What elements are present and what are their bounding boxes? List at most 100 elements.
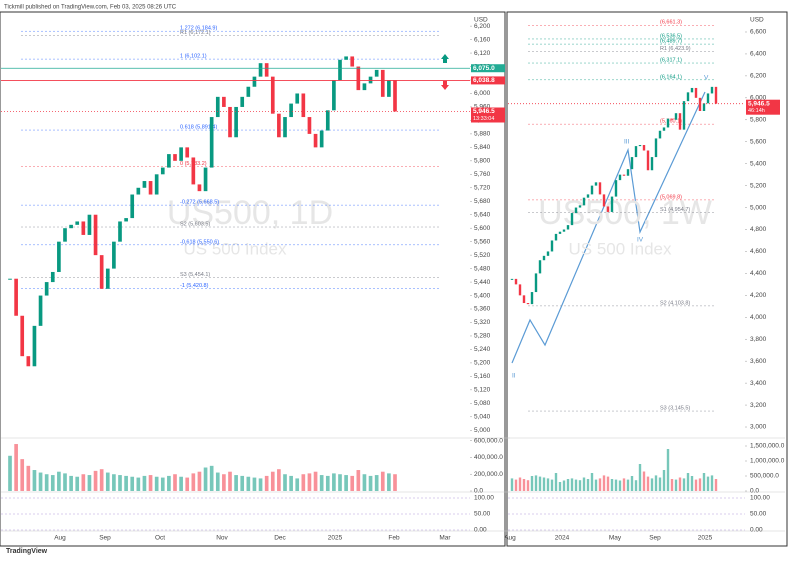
- candle: [678, 113, 682, 130]
- volume-bar: [222, 474, 226, 491]
- candle: [654, 138, 658, 158]
- price-tag-sub: 13:33:04: [473, 116, 494, 122]
- y-tick-label: 5,200: [474, 360, 491, 367]
- candle: [662, 127, 666, 131]
- candle: [338, 59, 342, 81]
- volume-bar: [562, 480, 566, 491]
- y-tick-label: 6,200: [750, 73, 767, 80]
- volume-bar: [105, 472, 110, 491]
- level-label: -1 (5,420.8): [180, 283, 209, 289]
- y-tick-label: 3,600: [750, 358, 767, 365]
- volume-bar: [642, 471, 646, 491]
- volume-bar: [662, 470, 666, 491]
- volume-bar: [650, 478, 654, 491]
- volume-bar: [148, 475, 153, 491]
- volume-bar: [191, 473, 196, 491]
- volume-bar: [554, 473, 558, 491]
- y-tick-label: 5,480: [474, 265, 491, 272]
- volume-bar: [698, 478, 702, 491]
- candle: [112, 241, 116, 269]
- x-tick-label: Sep: [649, 535, 661, 542]
- candle: [634, 146, 638, 158]
- candle: [356, 66, 361, 91]
- price-tag-label: 5,946.5: [748, 100, 770, 107]
- price-tag: [471, 64, 505, 73]
- x-tick-label: Mar: [439, 535, 451, 542]
- osc-tick-label: 0.00: [750, 527, 763, 534]
- volume-bar: [295, 478, 300, 491]
- volume-bar: [558, 482, 562, 491]
- candle: [562, 229, 566, 232]
- volume-bar: [646, 476, 650, 491]
- y-tick-label: 5,320: [474, 319, 491, 326]
- candle: [99, 255, 104, 289]
- candle: [586, 194, 590, 198]
- candle: [690, 87, 694, 93]
- y-tick-label: 5,520: [474, 252, 491, 259]
- candle: [344, 56, 348, 60]
- x-tick-label: 2024: [555, 535, 570, 542]
- y-tick-label: 5,240: [474, 346, 491, 353]
- x-tick-label: Aug: [504, 535, 516, 542]
- candle: [258, 63, 263, 77]
- y-tick-label: 5,760: [474, 171, 491, 178]
- candle: [307, 117, 312, 134]
- volume-bar: [542, 477, 546, 491]
- x-tick-label: Feb: [388, 535, 400, 542]
- watermark-sub: US 500 Index: [568, 239, 672, 258]
- y-tick-label: 5,440: [474, 279, 491, 286]
- osc-tick-label: 50.00: [474, 511, 491, 518]
- volume-bar: [606, 476, 610, 491]
- volume-bar: [301, 474, 306, 491]
- candle: [130, 194, 135, 219]
- vol-tick-label: 0.0: [474, 488, 483, 495]
- candle: [526, 303, 530, 305]
- volume-bar: [179, 476, 183, 491]
- volume-bar: [550, 479, 554, 491]
- y-tick-label: 4,000: [750, 314, 767, 321]
- volume-bar: [203, 467, 208, 491]
- candle: [319, 130, 324, 148]
- candle: [606, 206, 610, 212]
- volume-bar: [20, 459, 25, 491]
- wave-count: [511, 91, 706, 364]
- y-tick-label: 5,880: [474, 131, 491, 138]
- wave-label: III: [624, 139, 630, 146]
- volume-bar: [574, 479, 578, 491]
- volume-bar: [368, 475, 373, 491]
- candle: [574, 207, 578, 214]
- volume-bar: [706, 476, 710, 491]
- candle: [63, 228, 67, 242]
- volume-bar: [8, 455, 12, 491]
- volume-bar: [26, 465, 31, 491]
- volume-bar: [173, 474, 177, 491]
- candle: [20, 315, 25, 357]
- candle: [393, 80, 397, 112]
- volume-bar: [670, 479, 674, 491]
- right-frame: [506, 11, 788, 547]
- candle: [514, 278, 518, 285]
- volume-bar: [325, 475, 330, 491]
- price-tag-label: 5,946.5: [473, 108, 495, 115]
- candle: [81, 221, 86, 235]
- y-tick-label: 5,960: [474, 104, 491, 111]
- candle: [594, 182, 598, 186]
- volume-bar: [332, 473, 336, 491]
- candle: [566, 225, 570, 230]
- volume-bar: [234, 475, 238, 491]
- y-tick-label: 4,600: [750, 248, 767, 255]
- y-tick-label: 5,840: [474, 144, 491, 151]
- volume-bar: [674, 479, 678, 491]
- y-tick-label: 3,000: [750, 424, 767, 431]
- candle: [546, 251, 550, 256]
- vol-tick-label: 0.0: [750, 488, 759, 495]
- footer-logo: TradingView: [6, 548, 48, 555]
- y-tick-label: 6,600: [750, 29, 767, 36]
- volume-bar: [118, 475, 122, 491]
- level-label: (5,069.8): [660, 194, 682, 200]
- volume-bar: [99, 469, 104, 491]
- y-tick-label: 5,160: [474, 373, 491, 380]
- candle: [387, 80, 391, 97]
- candle: [622, 174, 626, 176]
- volume-bar: [50, 475, 55, 491]
